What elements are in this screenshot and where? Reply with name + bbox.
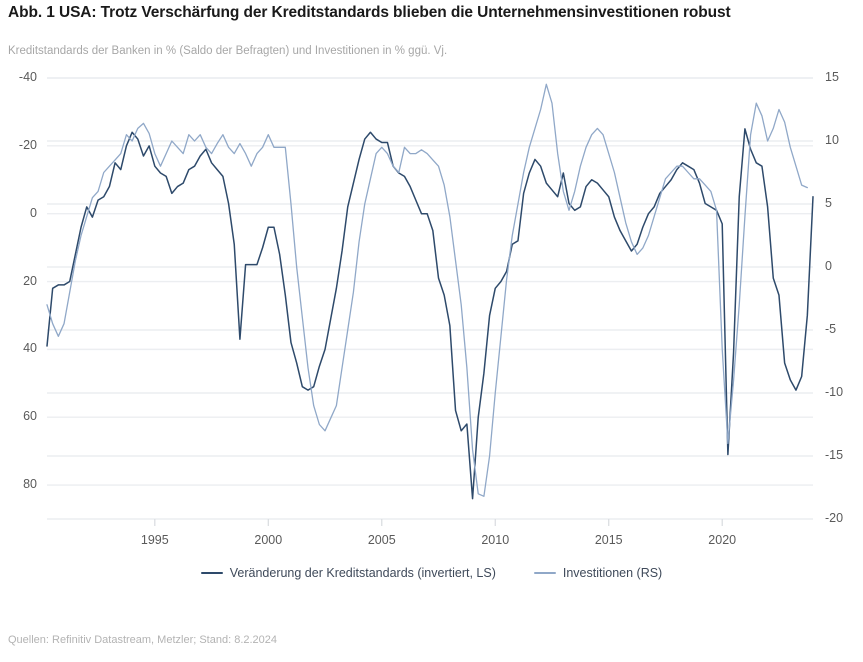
chart-subtitle: Kreditstandards der Banken in % (Saldo d… [8,45,448,57]
chart-legend: Veränderung der Kreditstandards (inverti… [0,566,863,580]
axis-tick-label: 0 [825,259,832,273]
x-tick-marks [154,519,723,526]
legend-item-0[interactable]: Veränderung der Kreditstandards (inverti… [200,566,496,580]
source-note: Quellen: Refinitiv Datastream, Metzler; … [8,634,278,646]
series-line-0 [46,128,814,500]
axis-tick-label: -20 [18,137,37,152]
plot-area: -40 -20 0 20 40 60 80 15 10 5 0 -5 -10 -15 -20 1995 2000… [18,70,844,547]
axis-tick-label: -20 [825,511,844,525]
legend-swatch-icon [200,572,223,574]
axis-tick-label: -10 [825,385,844,399]
gridlines-right [47,77,813,520]
gridlines-left [47,77,813,486]
axis-tick-label: -5 [825,322,837,336]
axis-tick-label: 0 [30,205,37,220]
axis-tick-label: 2005 [367,533,396,547]
axis-tick-label: 10 [825,133,839,147]
axis-tick-label: 2000 [254,533,283,547]
axis-tick-label: 2010 [481,533,510,547]
axis-tick-label: 2020 [708,533,737,547]
axis-tick-label: 60 [23,409,37,424]
legend-item-1[interactable]: Investitionen (RS) [533,566,663,580]
axis-tick-label: 2015 [594,533,623,547]
axis-tick-label: 40 [23,341,37,356]
chart-svg [46,77,814,526]
page-title: Abb. 1 USA: Trotz Verschärfung der Kredi… [8,4,731,21]
axis-tick-label: -15 [825,448,844,462]
legend-swatch-icon [533,572,556,574]
series-line-1 [46,83,808,497]
axis-tick-label: 20 [23,273,37,288]
axis-tick-label: 1995 [140,533,169,547]
axis-tick-label: 5 [825,196,832,210]
axis-tick-label: -40 [18,70,37,84]
axis-tick-label: 80 [23,477,37,492]
legend-label: Veränderung der Kreditstandards (inverti… [229,566,496,580]
axis-tick-label: 15 [825,70,839,84]
legend-label: Investitionen (RS) [562,566,663,580]
